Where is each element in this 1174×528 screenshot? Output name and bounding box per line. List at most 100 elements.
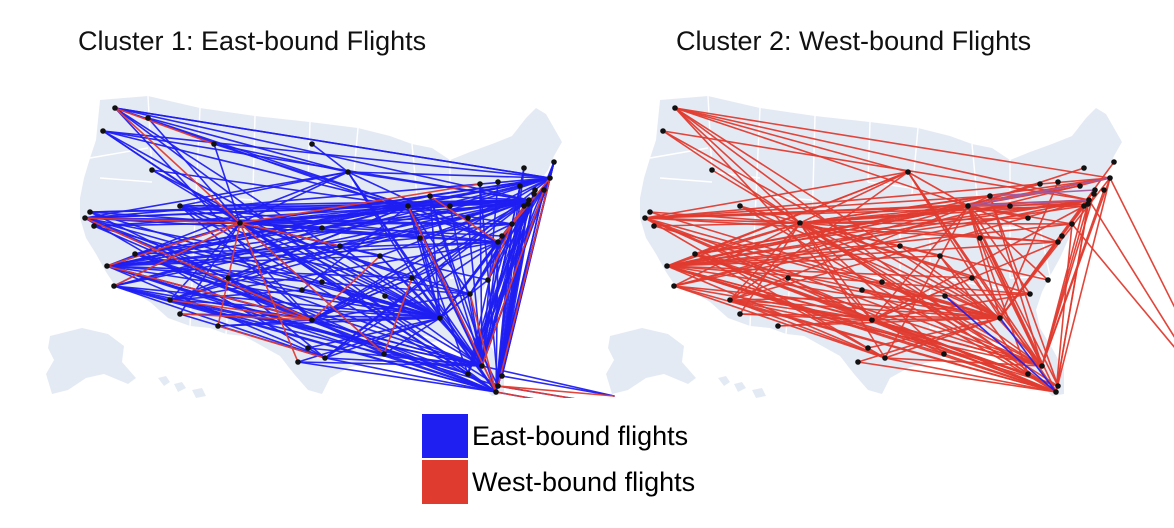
- airport-marker: [997, 315, 1003, 321]
- flight-route: [799, 222, 1073, 225]
- flight-route: [497, 177, 551, 243]
- flight-route: [429, 195, 441, 319]
- flight-route: [867, 317, 1001, 349]
- flight-route: [674, 107, 909, 173]
- flight-route: [1088, 199, 1174, 338]
- flight-route: [666, 265, 945, 355]
- flight-route: [84, 217, 441, 319]
- airport-marker: [211, 141, 217, 147]
- flight-route: [84, 217, 241, 224]
- airport-marker: [87, 209, 93, 215]
- flight-route: [429, 177, 551, 197]
- state-border: [711, 171, 761, 179]
- airport-marker: [775, 323, 781, 329]
- airport-marker: [111, 283, 117, 289]
- flight-route: [989, 189, 1096, 197]
- airport-marker: [305, 345, 311, 351]
- flight-route: [501, 205, 525, 377]
- flight-route: [407, 205, 497, 393]
- flight-route: [787, 277, 873, 321]
- flight-route: [179, 205, 313, 321]
- flight-route: [179, 205, 441, 319]
- legend-item-west: West-bound flights: [422, 460, 695, 504]
- airport-marker: [485, 277, 491, 283]
- flight-route: [147, 117, 241, 224]
- state-border: [659, 177, 713, 183]
- flight-route: [113, 222, 241, 287]
- flight-route: [239, 183, 481, 224]
- flight-route: [1041, 205, 1085, 367]
- flight-route: [113, 285, 385, 355]
- airport-marker: [495, 179, 501, 185]
- flight-route: [179, 199, 530, 207]
- airport-marker: [309, 317, 315, 323]
- airport-marker: [467, 291, 473, 297]
- airport-marker: [965, 203, 971, 209]
- flight-route: [971, 277, 1043, 367]
- airport-marker: [541, 187, 547, 193]
- flight-route: [884, 357, 1043, 367]
- flight-route: [106, 265, 469, 375]
- flight-route: [239, 222, 413, 279]
- flight-route: [106, 265, 313, 321]
- airport-marker: [112, 105, 118, 111]
- airport-marker: [1092, 187, 1098, 193]
- airport-marker: [987, 193, 993, 199]
- airport-marker: [1111, 159, 1117, 165]
- airport-marker: [495, 239, 501, 245]
- flight-route: [239, 222, 341, 247]
- flight-route: [1055, 203, 1089, 393]
- flight-route: [497, 385, 615, 397]
- flight-route: [339, 199, 530, 247]
- airport-marker: [465, 215, 471, 221]
- airport-marker: [521, 165, 527, 171]
- legend-label-east: East-bound flights: [472, 420, 689, 451]
- state-border: [755, 107, 761, 197]
- flight-route: [311, 223, 513, 321]
- flight-route: [311, 255, 381, 321]
- airport-marker: [869, 317, 875, 323]
- flight-route: [497, 177, 551, 387]
- airport-marker: [671, 283, 677, 289]
- flight-route: [487, 223, 513, 281]
- airport-marker: [319, 279, 325, 285]
- flight-route: [297, 361, 483, 367]
- flight-route: [383, 317, 441, 355]
- flight-route: [239, 222, 299, 363]
- flight-route: [239, 222, 441, 319]
- flight-route: [347, 171, 483, 367]
- airport-marker: [382, 293, 388, 299]
- flight-route: [673, 205, 969, 287]
- flight-route: [151, 169, 241, 224]
- panel-title-cluster-1: Cluster 1: East-bound Flights: [78, 26, 427, 56]
- flight-route: [644, 171, 909, 219]
- airport-marker: [942, 293, 948, 299]
- flight-route: [799, 222, 1059, 243]
- flight-route: [674, 107, 1090, 201]
- airport-marker: [225, 275, 231, 281]
- airport-marker: [709, 167, 715, 173]
- state-border: [971, 143, 981, 229]
- flight-route: [469, 293, 483, 367]
- airport-marker: [409, 275, 415, 281]
- alaska-shape: [46, 328, 136, 394]
- flight-route: [213, 143, 241, 224]
- flight-route: [106, 265, 497, 393]
- airport-marker: [104, 263, 110, 269]
- legend-swatch-east: [422, 414, 468, 458]
- flight-route: [169, 241, 499, 301]
- flight-route: [674, 107, 969, 207]
- airport-marker: [177, 203, 183, 209]
- airport-marker: [91, 223, 97, 229]
- flight-route: [799, 171, 909, 224]
- flight-route: [861, 289, 1001, 319]
- airport-marker: [937, 253, 943, 259]
- flight-routes: [84, 107, 615, 398]
- airport-marker: [499, 233, 505, 239]
- airport-markers: [642, 105, 1117, 395]
- airport-marker: [177, 311, 183, 317]
- flight-route: [301, 205, 409, 291]
- airport-marker: [477, 181, 483, 187]
- airport-marker: [1025, 215, 1031, 221]
- flight-route: [114, 107, 241, 224]
